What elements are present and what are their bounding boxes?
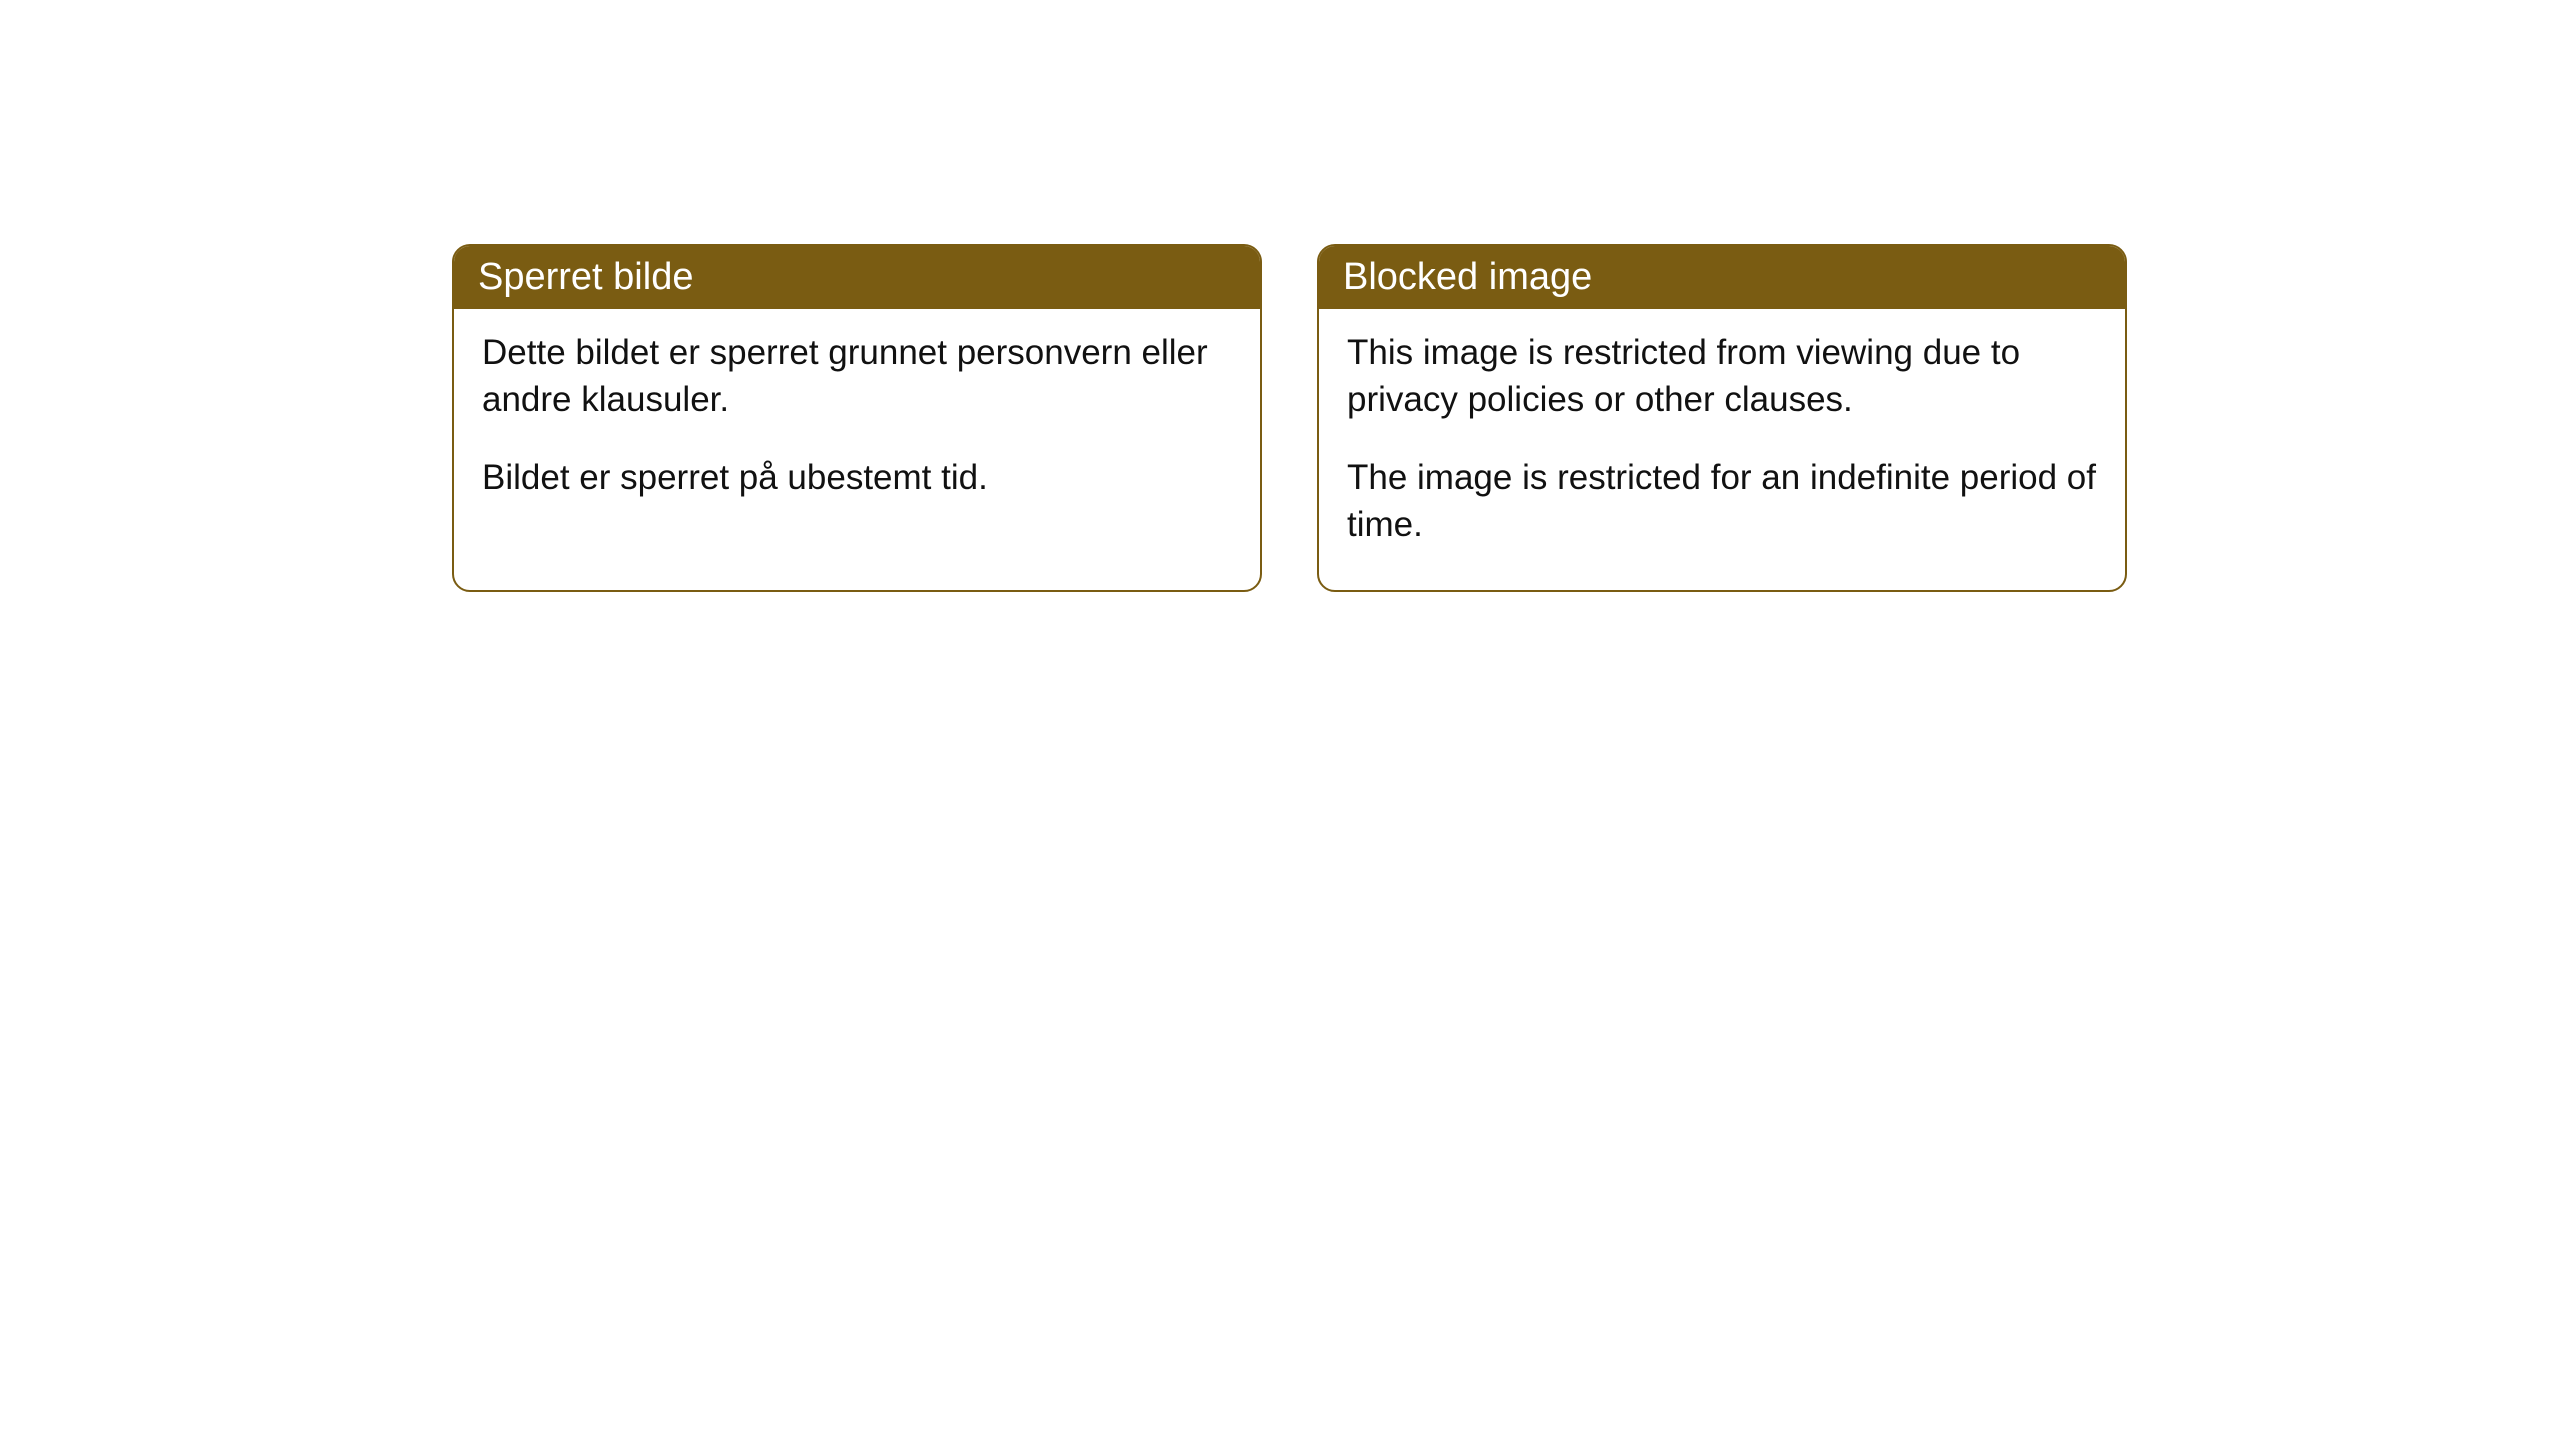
card-header: Sperret bilde [454,246,1260,309]
card-paragraph-2: Bildet er sperret på ubestemt tid. [482,454,1232,501]
card-title: Blocked image [1343,256,1592,298]
card-title: Sperret bilde [478,256,693,298]
notice-cards-container: Sperret bilde Dette bildet er sperret gr… [452,244,2127,592]
notice-card-norwegian: Sperret bilde Dette bildet er sperret gr… [452,244,1262,592]
card-body: This image is restricted from viewing du… [1319,309,2125,590]
card-paragraph-2: The image is restricted for an indefinit… [1347,454,2097,549]
card-paragraph-1: Dette bildet er sperret grunnet personve… [482,329,1232,424]
card-paragraph-1: This image is restricted from viewing du… [1347,329,2097,424]
card-body: Dette bildet er sperret grunnet personve… [454,309,1260,543]
notice-card-english: Blocked image This image is restricted f… [1317,244,2127,592]
card-header: Blocked image [1319,246,2125,309]
